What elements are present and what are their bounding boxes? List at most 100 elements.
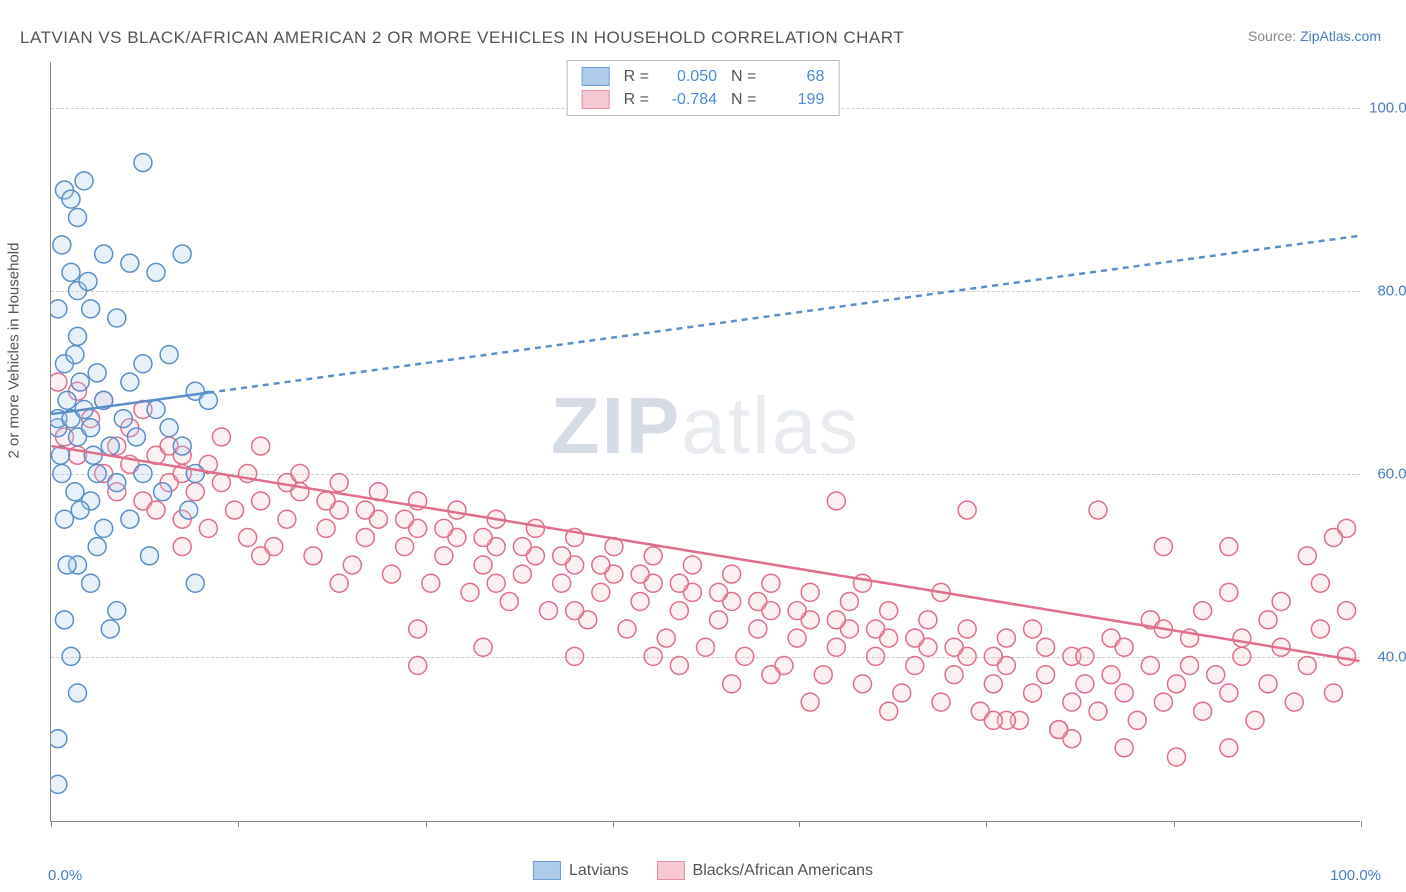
- data-point: [461, 583, 479, 601]
- data-point: [448, 501, 466, 519]
- data-point: [88, 364, 106, 382]
- data-point: [1324, 529, 1342, 547]
- data-point: [1115, 739, 1133, 757]
- data-point: [1220, 739, 1238, 757]
- data-point: [1089, 501, 1107, 519]
- data-point: [723, 565, 741, 583]
- data-point: [356, 501, 374, 519]
- data-point: [58, 391, 76, 409]
- data-point: [513, 565, 531, 583]
- data-point: [801, 693, 819, 711]
- data-point: [1220, 684, 1238, 702]
- plot-area: ZIPatlas 40.0%60.0%80.0%100.0%: [50, 62, 1360, 822]
- data-point: [1207, 666, 1225, 684]
- data-point: [160, 346, 178, 364]
- data-point: [1311, 620, 1329, 638]
- data-point: [762, 666, 780, 684]
- data-point: [435, 547, 453, 565]
- data-point: [644, 647, 662, 665]
- data-point: [147, 501, 165, 519]
- data-point: [827, 492, 845, 510]
- scatter-svg: [51, 62, 1360, 821]
- data-point: [919, 611, 937, 629]
- data-point: [1233, 647, 1251, 665]
- data-point: [1167, 675, 1185, 693]
- x-tick: [1174, 821, 1175, 827]
- data-point: [1220, 538, 1238, 556]
- data-point: [134, 154, 152, 172]
- data-point: [147, 263, 165, 281]
- data-point: [1285, 693, 1303, 711]
- data-point: [814, 666, 832, 684]
- data-point: [749, 593, 767, 611]
- data-point: [71, 373, 89, 391]
- data-point: [1324, 684, 1342, 702]
- data-point: [1050, 721, 1068, 739]
- data-point: [101, 620, 119, 638]
- x-tick: [986, 821, 987, 827]
- data-point: [1154, 693, 1172, 711]
- data-point: [51, 373, 67, 391]
- y-tick-label: 40.0%: [1377, 649, 1406, 666]
- data-point: [1338, 602, 1356, 620]
- data-point: [500, 593, 518, 611]
- y-tick-label: 60.0%: [1377, 466, 1406, 483]
- data-point: [291, 465, 309, 483]
- data-point: [932, 693, 950, 711]
- data-point: [51, 300, 67, 318]
- legend-swatch: [533, 861, 561, 880]
- data-point: [1024, 620, 1042, 638]
- data-point: [226, 501, 244, 519]
- data-point: [343, 556, 361, 574]
- data-point: [1128, 711, 1146, 729]
- data-point: [474, 638, 492, 656]
- legend-swatch: [657, 861, 685, 880]
- data-point: [1338, 647, 1356, 665]
- legend-swatch: [582, 67, 610, 86]
- data-point: [697, 638, 715, 656]
- x-axis-start-label: 0.0%: [48, 867, 82, 884]
- data-point: [114, 410, 132, 428]
- data-point: [396, 510, 414, 528]
- chart-container: LATVIAN VS BLACK/AFRICAN AMERICAN 2 OR M…: [0, 0, 1406, 892]
- data-point: [147, 401, 165, 419]
- data-point: [566, 602, 584, 620]
- source-attribution: Source: ZipAtlas.com: [1248, 28, 1381, 44]
- data-point: [513, 538, 531, 556]
- data-point: [173, 538, 191, 556]
- data-point: [51, 775, 67, 793]
- source-link[interactable]: ZipAtlas.com: [1300, 28, 1381, 44]
- data-point: [1063, 693, 1081, 711]
- data-point: [53, 236, 71, 254]
- data-point: [396, 538, 414, 556]
- legend-swatch: [582, 90, 610, 109]
- data-point: [710, 611, 728, 629]
- data-point: [867, 620, 885, 638]
- trend-line-dashed: [208, 236, 1359, 393]
- data-point: [140, 547, 158, 565]
- n-label: N =: [731, 68, 756, 86]
- data-point: [592, 556, 610, 574]
- data-point: [51, 730, 67, 748]
- r-value: 0.050: [663, 68, 717, 86]
- data-point: [880, 702, 898, 720]
- data-point: [62, 190, 80, 208]
- data-point: [854, 574, 872, 592]
- data-point: [82, 574, 100, 592]
- data-point: [186, 465, 204, 483]
- data-point: [212, 428, 230, 446]
- data-point: [409, 657, 427, 675]
- data-point: [644, 547, 662, 565]
- data-point: [101, 437, 119, 455]
- data-point: [1141, 657, 1159, 675]
- data-point: [95, 245, 113, 263]
- data-point: [487, 574, 505, 592]
- data-point: [134, 355, 152, 373]
- data-point: [422, 574, 440, 592]
- data-point: [670, 657, 688, 675]
- data-point: [82, 300, 100, 318]
- data-point: [958, 501, 976, 519]
- data-point: [710, 583, 728, 601]
- x-tick: [426, 821, 427, 827]
- data-point: [540, 602, 558, 620]
